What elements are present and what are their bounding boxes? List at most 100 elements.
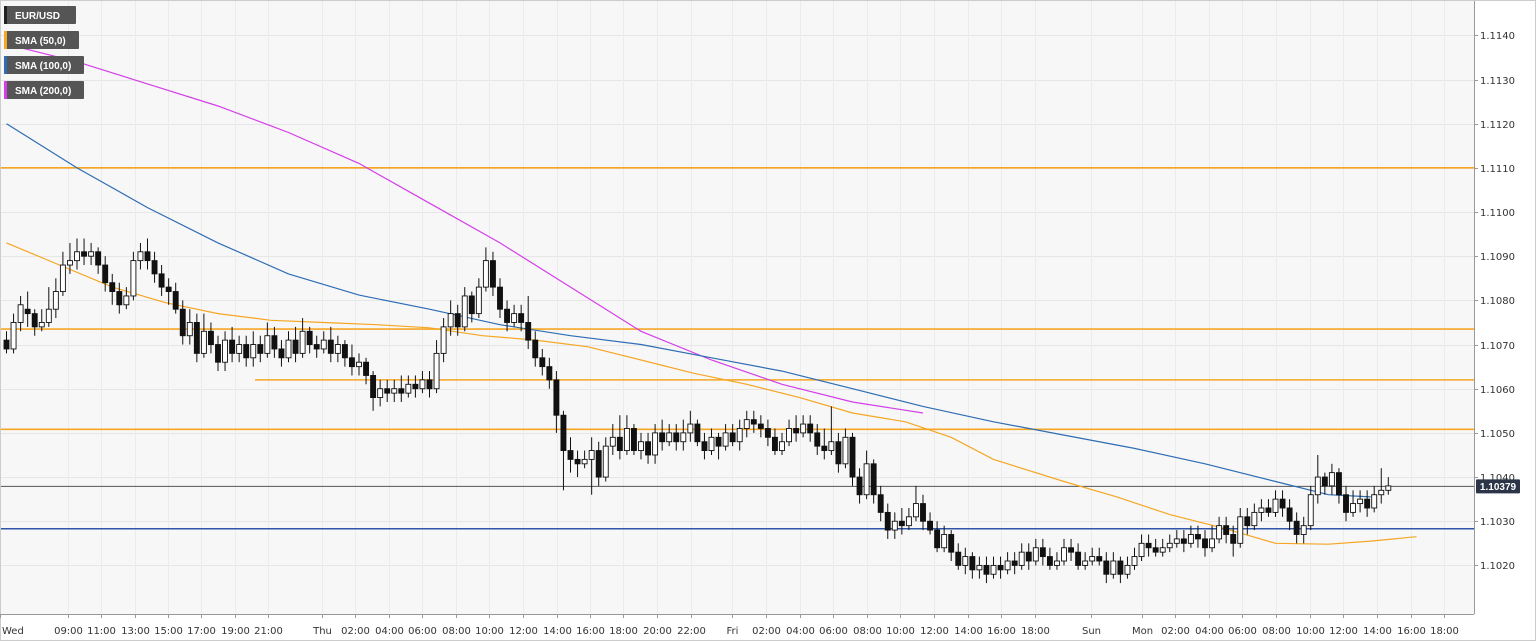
x-tick-label: 10:00 bbox=[475, 626, 504, 637]
candle-body-down bbox=[1202, 538, 1208, 549]
candle-body-down bbox=[807, 423, 814, 434]
legend-item-swatch bbox=[4, 81, 7, 99]
candle-body-up bbox=[52, 291, 59, 310]
candle-body-down bbox=[271, 335, 278, 350]
candle-body-up bbox=[666, 432, 673, 443]
candle-body-down bbox=[278, 348, 285, 359]
legend-item-label: SMA (200,0) bbox=[15, 86, 71, 97]
candle-body-up bbox=[1131, 556, 1138, 566]
candle-body-up bbox=[1173, 538, 1180, 544]
candle-body-up bbox=[976, 564, 983, 571]
candle-body-down bbox=[870, 463, 877, 496]
x-tick-label: 12:00 bbox=[509, 626, 538, 637]
legend-item: EUR/USD bbox=[4, 6, 76, 24]
candle-body-down bbox=[165, 286, 172, 292]
candle-body-up bbox=[433, 352, 440, 390]
candle-body-down bbox=[567, 450, 574, 460]
candle-body-up bbox=[511, 313, 518, 323]
candle-body-down bbox=[468, 295, 475, 315]
candle-body-down bbox=[595, 450, 602, 478]
candle-body-up bbox=[200, 330, 207, 354]
y-tick-label: 1.1070 bbox=[1480, 341, 1515, 352]
candle-body-up bbox=[722, 432, 729, 447]
candle-body-down bbox=[1096, 556, 1103, 562]
candle-body-up bbox=[687, 423, 694, 434]
candle-body-down bbox=[327, 339, 334, 354]
candle-body-down bbox=[349, 357, 355, 368]
legend-item: SMA (200,0) bbox=[4, 81, 84, 99]
candle-body-down bbox=[1321, 476, 1328, 487]
legend-item: SMA (100,0) bbox=[4, 56, 84, 74]
x-tick-label: 19:00 bbox=[221, 626, 250, 637]
candle-body-up bbox=[419, 379, 426, 390]
candle-body-up bbox=[17, 304, 24, 323]
candle-body-down bbox=[172, 291, 179, 310]
x-tick-label: 02:00 bbox=[1161, 626, 1190, 637]
candle-body-down bbox=[927, 520, 933, 531]
y-tick-label: 1.1030 bbox=[1480, 517, 1515, 528]
candle-body-up bbox=[482, 260, 489, 288]
x-tick-label: 12:00 bbox=[1329, 626, 1358, 637]
x-tick-label: Mon bbox=[1132, 626, 1153, 637]
candle-body-up bbox=[356, 361, 362, 368]
y-axis-labels: 1.1140 1.1130 1.1120 1.1110 1.1100 1.1090 1.10… bbox=[1474, 31, 1515, 572]
candle-body-down bbox=[1293, 520, 1300, 535]
candle-body-up bbox=[743, 419, 750, 429]
candle-body-up bbox=[66, 260, 73, 266]
legend: EUR/USD SMA (50,0) SMA (100,0) SMA (200,0) bbox=[4, 6, 84, 99]
candle-body-down bbox=[504, 308, 510, 323]
candle-body-down bbox=[490, 260, 496, 288]
candle-body-up bbox=[1272, 498, 1279, 513]
x-tick-label: 15:00 bbox=[154, 626, 183, 637]
candle-body-down bbox=[144, 251, 151, 262]
sma-50-line bbox=[6, 242, 1417, 545]
candle-body-down bbox=[1075, 551, 1082, 566]
candle-body-down bbox=[1046, 556, 1053, 566]
x-tick-label: 02:00 bbox=[341, 626, 370, 637]
candle-body-down bbox=[673, 432, 680, 443]
x-tick-label: 10:00 bbox=[1296, 626, 1325, 637]
price-tag-value: 1.10379 bbox=[1480, 482, 1517, 493]
candle-body-down bbox=[1364, 498, 1371, 509]
candle-body-down bbox=[1117, 560, 1124, 575]
candle-body-down bbox=[553, 379, 560, 416]
candle-body-up bbox=[1187, 534, 1194, 544]
y-tick-label: 1.1050 bbox=[1480, 429, 1515, 440]
candle-body-down bbox=[158, 273, 165, 288]
legend-item-label: EUR/USD bbox=[15, 11, 60, 22]
candle-body-down bbox=[772, 436, 778, 452]
candle-body-up bbox=[59, 264, 66, 292]
candle-body-up bbox=[1159, 547, 1166, 553]
candle-body-up bbox=[581, 458, 588, 465]
y-tick-label: 1.1040 bbox=[1480, 473, 1515, 484]
candles bbox=[3, 238, 1392, 584]
candle-body-up bbox=[1124, 564, 1131, 575]
candle-body-up bbox=[320, 339, 327, 350]
candle-body-down bbox=[1343, 494, 1349, 513]
x-tick-label: 17:00 bbox=[187, 626, 216, 637]
candle-body-up bbox=[440, 326, 447, 354]
candle-body-down bbox=[835, 441, 842, 465]
candle-body-up bbox=[1314, 476, 1321, 496]
candle-body-down bbox=[1180, 538, 1187, 544]
candle-body-down bbox=[616, 436, 623, 452]
candle-body-up bbox=[1216, 525, 1223, 540]
candle-body-up bbox=[962, 556, 969, 566]
x-tick-label: Wed bbox=[2, 626, 24, 637]
candle-body-down bbox=[1025, 551, 1032, 562]
x-tick-label: 11:00 bbox=[87, 626, 116, 637]
y-tick-label: 1.1100 bbox=[1480, 208, 1515, 219]
candle-body-down bbox=[151, 260, 158, 275]
candle-body-up bbox=[1237, 516, 1244, 544]
candle-body-up bbox=[461, 295, 468, 328]
candle-body-up bbox=[623, 428, 630, 452]
legend-item-swatch bbox=[4, 6, 7, 24]
moving-averages bbox=[6, 43, 1417, 545]
price-tag-box bbox=[1476, 479, 1520, 494]
candle-body-up bbox=[236, 344, 243, 354]
candle-body-down bbox=[109, 282, 116, 292]
candle-body-up bbox=[447, 313, 454, 328]
candle-body-down bbox=[341, 344, 348, 359]
candle-body-up bbox=[1138, 542, 1145, 558]
legend-item-swatch bbox=[4, 56, 7, 74]
